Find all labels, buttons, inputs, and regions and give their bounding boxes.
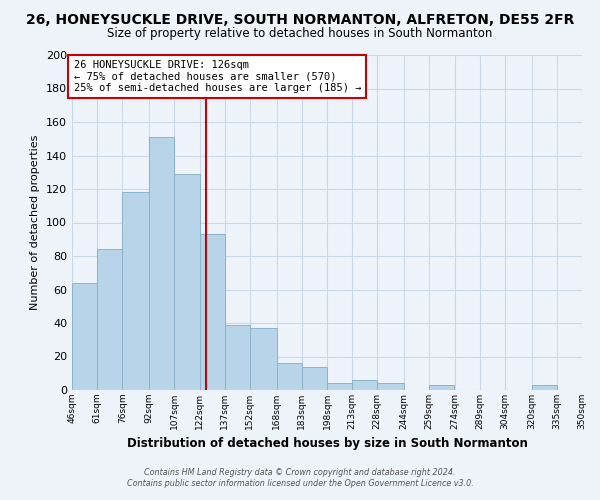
X-axis label: Distribution of detached houses by size in South Normanton: Distribution of detached houses by size …	[127, 438, 527, 450]
Bar	[352, 380, 377, 390]
Text: Size of property relative to detached houses in South Normanton: Size of property relative to detached ho…	[107, 28, 493, 40]
Text: 26 HONEYSUCKLE DRIVE: 126sqm
← 75% of detached houses are smaller (570)
25% of s: 26 HONEYSUCKLE DRIVE: 126sqm ← 75% of de…	[74, 60, 361, 93]
Bar	[149, 137, 175, 390]
Bar	[277, 363, 302, 390]
Bar	[532, 385, 557, 390]
Text: 26, HONEYSUCKLE DRIVE, SOUTH NORMANTON, ALFRETON, DE55 2FR: 26, HONEYSUCKLE DRIVE, SOUTH NORMANTON, …	[26, 12, 574, 26]
Y-axis label: Number of detached properties: Number of detached properties	[31, 135, 40, 310]
Bar	[302, 366, 327, 390]
Bar	[199, 234, 224, 390]
Bar	[97, 250, 122, 390]
Bar	[175, 174, 199, 390]
Bar	[377, 384, 404, 390]
Text: Contains HM Land Registry data © Crown copyright and database right 2024.
Contai: Contains HM Land Registry data © Crown c…	[127, 468, 473, 487]
Bar	[250, 328, 277, 390]
Bar	[327, 384, 352, 390]
Bar	[430, 385, 455, 390]
Bar	[122, 192, 149, 390]
Bar	[72, 283, 97, 390]
Bar	[224, 324, 250, 390]
